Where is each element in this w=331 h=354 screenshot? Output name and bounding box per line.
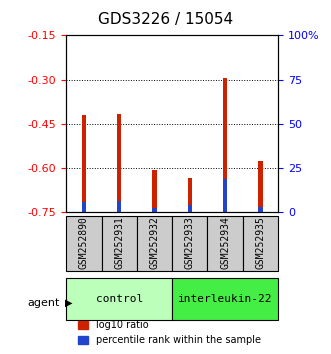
Bar <box>172 278 278 320</box>
Bar <box>82 202 86 212</box>
Bar <box>223 179 227 212</box>
Text: GSM252931: GSM252931 <box>114 216 124 269</box>
Bar <box>258 207 262 212</box>
Bar <box>117 201 121 212</box>
Text: GSM252890: GSM252890 <box>79 216 89 269</box>
Text: GSM252934: GSM252934 <box>220 216 230 269</box>
Text: control: control <box>96 294 143 304</box>
Bar <box>172 216 208 271</box>
Text: GSM252933: GSM252933 <box>185 216 195 269</box>
Text: agent: agent <box>27 298 60 308</box>
Bar <box>152 170 157 208</box>
Text: GSM252932: GSM252932 <box>150 216 160 269</box>
Bar <box>82 115 86 202</box>
Bar <box>117 114 121 201</box>
Bar <box>66 278 172 320</box>
Bar <box>243 216 278 271</box>
Legend: log10 ratio, percentile rank within the sample: log10 ratio, percentile rank within the … <box>74 316 265 349</box>
Bar <box>188 178 192 205</box>
Bar <box>258 161 262 207</box>
Text: GSM252935: GSM252935 <box>256 216 265 269</box>
Bar <box>66 216 102 271</box>
Bar <box>137 216 172 271</box>
Text: ▶: ▶ <box>65 298 72 308</box>
Bar <box>188 205 192 212</box>
Bar <box>152 208 157 212</box>
Bar <box>102 216 137 271</box>
Text: interleukin-22: interleukin-22 <box>178 294 272 304</box>
Bar <box>208 216 243 271</box>
Text: GDS3226 / 15054: GDS3226 / 15054 <box>98 12 233 27</box>
Bar <box>223 78 227 179</box>
